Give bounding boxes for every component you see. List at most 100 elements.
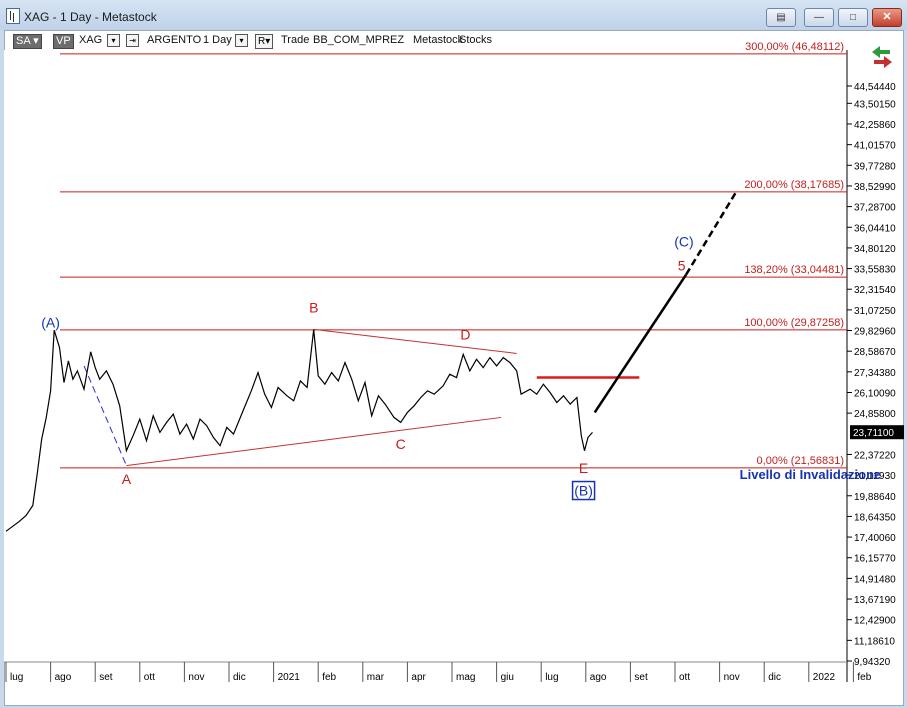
price-tick-label: 28,58670 xyxy=(854,347,896,358)
time-axis-label: feb xyxy=(322,672,336,683)
chevron-down-icon: ▾ xyxy=(30,35,39,47)
price-tick-label: 11,18610 xyxy=(854,636,895,647)
mode-label: Trade xyxy=(281,34,310,46)
price-tick-label: 38,52990 xyxy=(854,182,896,193)
fib-label: 100,00% (29,87258) xyxy=(744,317,844,329)
market-label: Stocks xyxy=(459,34,493,46)
price-tick-label: 9,94320 xyxy=(854,657,891,668)
chevron-down-icon: ▾ xyxy=(239,36,244,45)
price-tick-label: 22,37220 xyxy=(854,450,896,461)
price-tick-label: 42,25860 xyxy=(854,120,896,131)
price-tick-label: 31,07250 xyxy=(854,306,896,317)
symbol-dropdown-button[interactable]: ▾ xyxy=(107,34,120,47)
current-price-label: 23,71100 xyxy=(853,428,894,439)
price-tick-label: 18,64350 xyxy=(854,512,896,523)
chart-app-icon xyxy=(6,8,20,24)
price-tick-label: 33,55830 xyxy=(854,265,896,276)
wave-label-box xyxy=(571,480,596,501)
minimize-button[interactable]: — xyxy=(804,8,834,27)
price-tick-label: 32,31540 xyxy=(854,285,896,296)
price-tick-label: 44,54440 xyxy=(854,82,896,93)
time-axis-label: feb xyxy=(857,672,871,683)
fib-label: 138,20% (33,04481) xyxy=(744,264,844,276)
sa-button[interactable]: SA ▾ xyxy=(13,34,42,49)
symbol-label: XAG xyxy=(79,34,103,46)
security-dropdown-button[interactable]: ⇥ xyxy=(126,34,139,47)
price-tick-label: 13,67190 xyxy=(854,595,896,606)
close-button[interactable]: ✕ xyxy=(872,8,902,27)
time-axis-label: set xyxy=(634,672,648,683)
wave-label: A xyxy=(122,471,132,487)
price-tick-label: 21,12930 xyxy=(854,471,896,482)
price-tick-label: 17,40060 xyxy=(854,533,896,544)
wave-label: B xyxy=(309,300,318,316)
plot-area xyxy=(4,50,847,662)
price-chart: 300,00% (46,48112) 200,00% (38,17685) 138,… xyxy=(4,41,904,683)
invalidation-annotation: Livello di Invalidazione xyxy=(740,467,882,482)
security-name: ARGENTO xyxy=(147,34,202,46)
window-title: XAG - 1 Day - Metastock xyxy=(24,10,157,24)
time-axis-label: ott xyxy=(144,672,155,683)
current-price-box xyxy=(850,425,904,440)
fib-label: 300,00% (46,48112) xyxy=(745,41,844,53)
wave-label: 5 xyxy=(678,257,686,273)
wave-label: (C) xyxy=(674,233,693,249)
price-tick-label: 39,77280 xyxy=(854,161,896,172)
price-tick-label: 27,34380 xyxy=(854,368,896,379)
periodicity-label: 1 Day xyxy=(203,34,232,46)
trendline xyxy=(126,416,502,467)
time-axis-label: dic xyxy=(233,672,246,683)
time-axis-label: nov xyxy=(188,672,204,683)
time-axis-label: apr xyxy=(411,672,426,683)
wave-label: (A) xyxy=(41,315,60,331)
time-axis-label: ago xyxy=(55,672,72,683)
wave-label: E xyxy=(579,460,588,476)
price-tick-label: 14,91480 xyxy=(854,574,896,585)
chart-toolbar: SA ▾ VP XAG ▾ ⇥ ARGENTO 1 Day ▾ R▾ Trade… xyxy=(5,31,903,51)
price-tick-label: 16,15770 xyxy=(854,554,896,565)
wave-label: D xyxy=(460,326,470,342)
price-tick-label: 34,80120 xyxy=(854,244,896,255)
vp-button[interactable]: VP xyxy=(53,34,74,49)
sa-label: SA xyxy=(16,35,31,47)
chevron-down-icon: ▾ xyxy=(111,36,116,45)
source-label: BB_COM_MPREZ xyxy=(313,34,405,46)
r-label: R xyxy=(258,36,266,47)
trendline xyxy=(593,273,688,414)
minimize-icon: — xyxy=(814,12,824,23)
price-tick-label: 19,88640 xyxy=(854,492,896,503)
time-axis-label: lug xyxy=(545,672,558,683)
periodicity-dropdown-button[interactable]: ▾ xyxy=(235,34,248,47)
fib-label: 200,00% (38,17685) xyxy=(744,179,844,191)
time-axis-label: mag xyxy=(456,672,475,683)
title-bar: XAG - 1 Day - Metastock ▤ — □ ✕ xyxy=(0,0,907,30)
price-tick-label: 36,04410 xyxy=(854,223,896,234)
price-tick-label: 41,01570 xyxy=(854,141,896,152)
time-axis-label: set xyxy=(99,672,113,683)
maximize-button[interactable]: □ xyxy=(838,8,868,27)
app-label: Metastock xyxy=(413,34,464,46)
time-axis-label: giu xyxy=(501,672,514,683)
price-tick-label: 37,28700 xyxy=(854,203,896,214)
projection-dashed-line xyxy=(83,365,127,466)
chevron-down-icon: ▾ xyxy=(265,36,271,47)
price-tick-label: 29,82960 xyxy=(854,327,896,338)
maximize-icon: □ xyxy=(849,12,857,23)
price-tick-label: 24,85800 xyxy=(854,409,896,420)
trendline xyxy=(313,328,517,354)
time-axis-label: dic xyxy=(768,672,781,683)
time-axis-label: nov xyxy=(724,672,740,683)
time-axis-label: 2021 xyxy=(278,672,301,683)
wave-label: C xyxy=(396,436,406,452)
tab-arrow-icon: ⇥ xyxy=(129,36,136,45)
projection-dashed-line xyxy=(685,189,739,276)
price-series-line xyxy=(5,329,593,532)
fib-label: 0,00% (21,56831) xyxy=(757,455,844,467)
trade-arrows-icon[interactable] xyxy=(872,46,892,68)
r-button[interactable]: R▾ xyxy=(255,34,274,49)
time-axis-label: ago xyxy=(590,672,607,683)
time-axis-label: ott xyxy=(679,672,690,683)
restore-layout-button[interactable]: ▤ xyxy=(766,8,796,27)
restore-layout-icon: ▤ xyxy=(776,12,786,23)
